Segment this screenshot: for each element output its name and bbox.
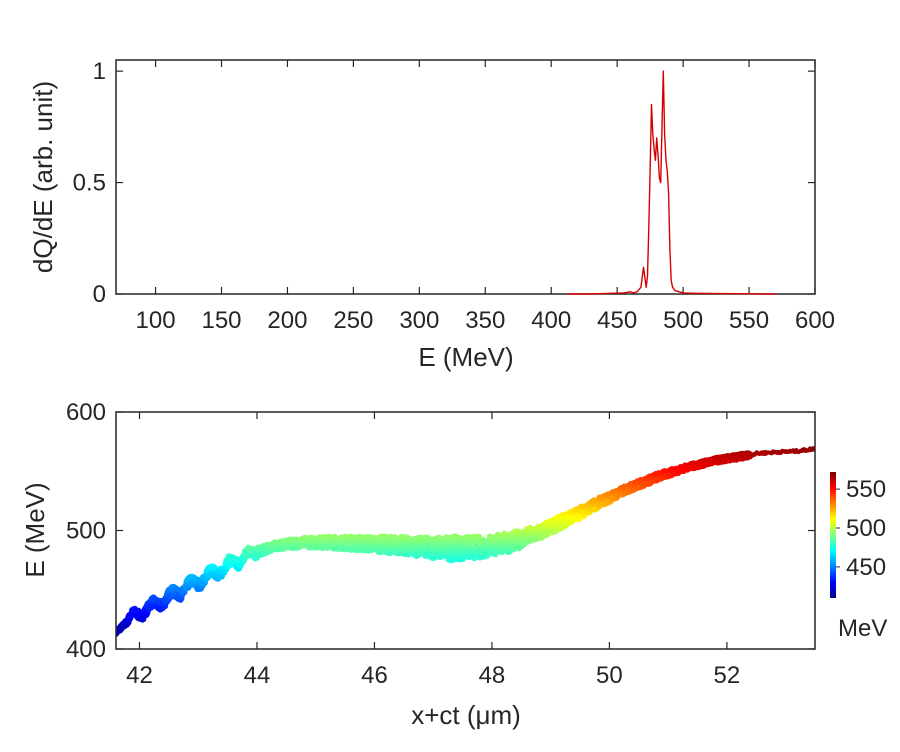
phase-space-panel: 42 44 46 48 50 52 400 500 600 x+ct (μm) E (MeV) (20, 399, 816, 730)
phase-space-y-axis-label: E (MeV) (20, 482, 50, 577)
spectrum-x-tick-label: 250 (333, 307, 373, 334)
spectrum-x-tick-label: 150 (201, 307, 241, 334)
colorbar-ticks: 450 500 550 (836, 476, 886, 581)
spectrum-x-tick-label: 550 (729, 307, 769, 334)
spectrum-x-ticks: 100 150 200 250 300 350 400 450 500 550 600 (136, 60, 835, 334)
phase-space-x-tick-label: 48 (479, 662, 506, 689)
phase-space-axes-box (116, 412, 815, 649)
spectrum-line (567, 70, 776, 295)
spectrum-axes-box (115, 59, 816, 295)
phase-space-x-ticks: 42 44 46 48 50 52 (126, 412, 740, 689)
spectrum-x-tick-label: 450 (597, 307, 637, 334)
phase-space-y-tick-label: 500 (66, 518, 106, 545)
colorbar-tick-label: 550 (846, 476, 886, 503)
spectrum-x-tick-label: 100 (136, 307, 176, 334)
colorbar-tick-label: 450 (846, 554, 886, 581)
spectrum-y-tick-label: 0.5 (73, 170, 106, 197)
phase-space-x-tick-label: 46 (361, 662, 388, 689)
spectrum-y-tick-label: 0 (93, 281, 106, 308)
spectrum-x-tick-label: 200 (267, 307, 307, 334)
phase-space-y-tick-label: 400 (66, 636, 106, 663)
phase-space-x-tick-label: 50 (596, 662, 623, 689)
spectrum-panel: 100 150 200 250 300 350 400 450 500 550 600 00.51 … (28, 58, 835, 372)
spectrum-x-tick-label: 400 (531, 307, 571, 334)
phase-space-x-tick-label: 42 (126, 662, 153, 689)
spectrum-y-tick-label: 1 (93, 58, 106, 85)
phase-space-y-tick-label: 600 (66, 399, 106, 426)
spectrum-x-tick-label: 300 (399, 307, 439, 334)
colorbar: 450 500 550 MeV (830, 472, 887, 642)
phase-space-x-tick-label: 44 (244, 662, 271, 689)
colorbar-gradient (830, 472, 836, 598)
phase-space-x-axis-label: x+ct (μm) (411, 700, 521, 730)
phase-space-points (116, 446, 815, 637)
spectrum-x-tick-label: 500 (663, 307, 703, 334)
spectrum-x-axis-label: E (MeV) (418, 342, 513, 372)
spectrum-x-tick-label: 350 (465, 307, 505, 334)
phase-space-y-ticks: 400 500 600 (66, 399, 815, 663)
spectrum-y-ticks: 00.51 (73, 58, 815, 308)
colorbar-tick-label: 500 (846, 515, 886, 542)
colorbar-unit-label: MeV (838, 615, 887, 642)
spectrum-x-tick-label: 600 (795, 307, 835, 334)
phase-space-x-tick-label: 52 (714, 662, 741, 689)
spectrum-y-axis-label: dQ/dE (arb. unit) (28, 81, 58, 273)
